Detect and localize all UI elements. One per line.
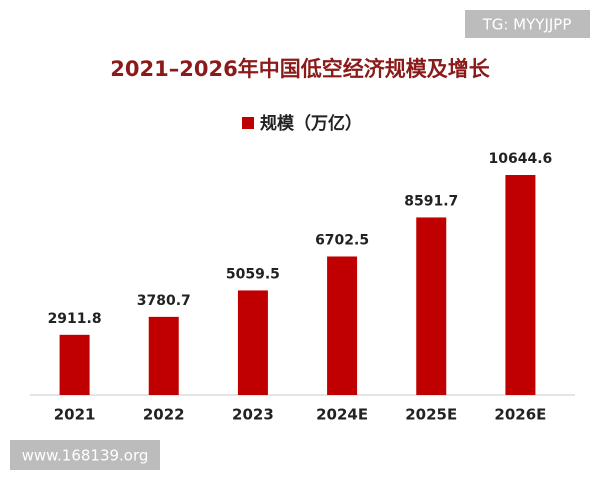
watermark-bg [10,440,160,470]
data-label: 3780.7 [137,293,191,309]
bar [327,256,358,395]
bar [505,175,536,395]
watermark-bg [465,10,590,38]
watermark: www.168139.org [22,447,149,465]
bar [237,290,268,395]
bar [416,217,447,395]
legend-label: 规模（万亿） [260,113,362,134]
bar [59,334,90,395]
x-tick-label: 2025E [405,406,457,424]
x-tick-label: 2021 [54,406,96,424]
data-label: 2911.8 [48,311,102,327]
x-tick-label: 2026E [494,406,546,424]
legend-swatch [242,117,254,129]
data-label: 8591.7 [404,193,458,209]
chart-title: 2021–2026年中国低空经济规模及增长 [110,57,490,81]
data-label: 10644.6 [489,151,553,167]
x-tick-label: 2023 [232,406,274,424]
data-label: 6702.5 [315,232,369,248]
bar [148,316,179,395]
x-tick-label: 2022 [143,406,185,424]
x-tick-label: 2024E [316,406,368,424]
watermark: TG: MYYJJPP [482,16,572,34]
data-label: 5059.5 [226,266,280,282]
